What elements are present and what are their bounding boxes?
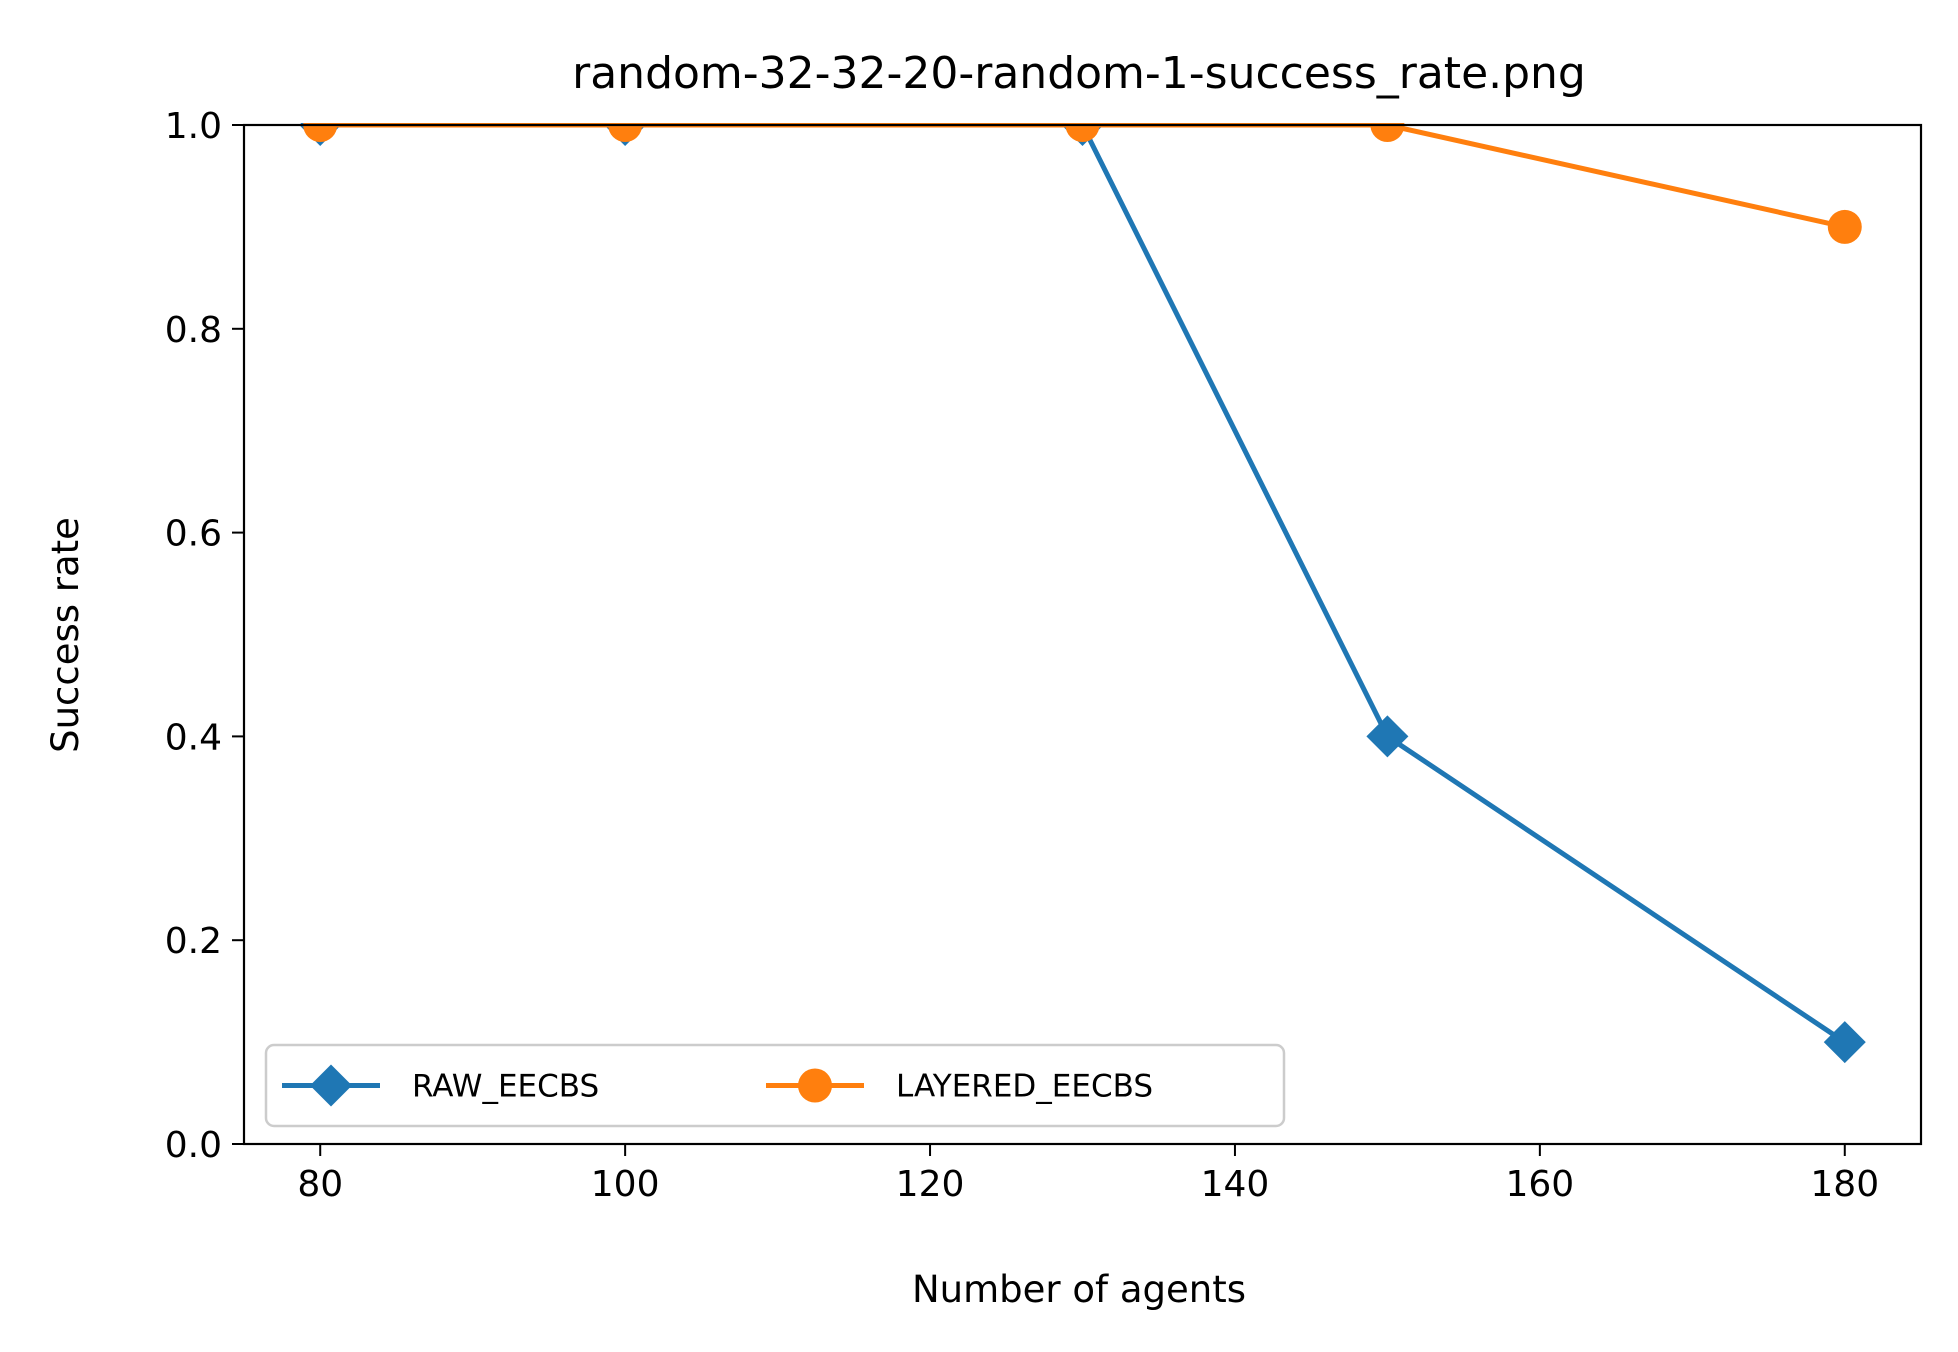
data-point-layered-eecbs [1065, 123, 1100, 142]
series-group [299, 123, 1866, 1064]
plot-area: 80 100 120 140 160 180 0.0 0.2 0.4 0.6 0.8 1.0 [165, 106, 1923, 1205]
y-tick-label: 0.4 [165, 717, 222, 758]
data-point-layered-eecbs [1370, 123, 1405, 142]
legend: RAW_EECBS LAYERED_EECBS [264, 1043, 1286, 1128]
y-tick-label: 0.2 [165, 921, 222, 962]
data-point-layered-eecbs [303, 123, 338, 142]
data-point-layered-eecbs [608, 123, 643, 142]
y-tick-label: 0.8 [165, 310, 222, 351]
x-tick-label: 140 [1201, 1164, 1270, 1205]
series-line-raw-eecbs [317, 123, 1849, 1046]
y-tick-label: 1.0 [165, 106, 222, 147]
legend-label-raw-eecbs: RAW_EECBS [412, 1069, 599, 1105]
y-tick-label: 0.0 [165, 1125, 222, 1166]
x-axis-label: Number of agents [912, 1268, 1246, 1311]
y-axis-label: Success rate [44, 517, 87, 753]
data-point-raw-eecbs [1366, 715, 1409, 758]
y-tick-label: 0.6 [165, 514, 222, 555]
x-tick-label: 80 [297, 1164, 343, 1205]
legend-label-layered-eecbs: LAYERED_EECBS [896, 1069, 1153, 1105]
x-tick-label: 120 [896, 1164, 965, 1205]
chart-title: random-32-32-20-random-1-success_rate.pn… [572, 48, 1586, 99]
x-tick-label: 100 [591, 1164, 660, 1205]
axes-frame [242, 123, 1923, 1146]
x-tick-label: 180 [1810, 1164, 1879, 1205]
data-point-raw-eecbs [1823, 1021, 1866, 1064]
legend-marker-layered-eecbs [798, 1068, 832, 1103]
x-tick-label: 160 [1506, 1164, 1575, 1205]
data-point-layered-eecbs [1827, 209, 1862, 244]
legend-marker-raw-eecbs [310, 1064, 352, 1107]
